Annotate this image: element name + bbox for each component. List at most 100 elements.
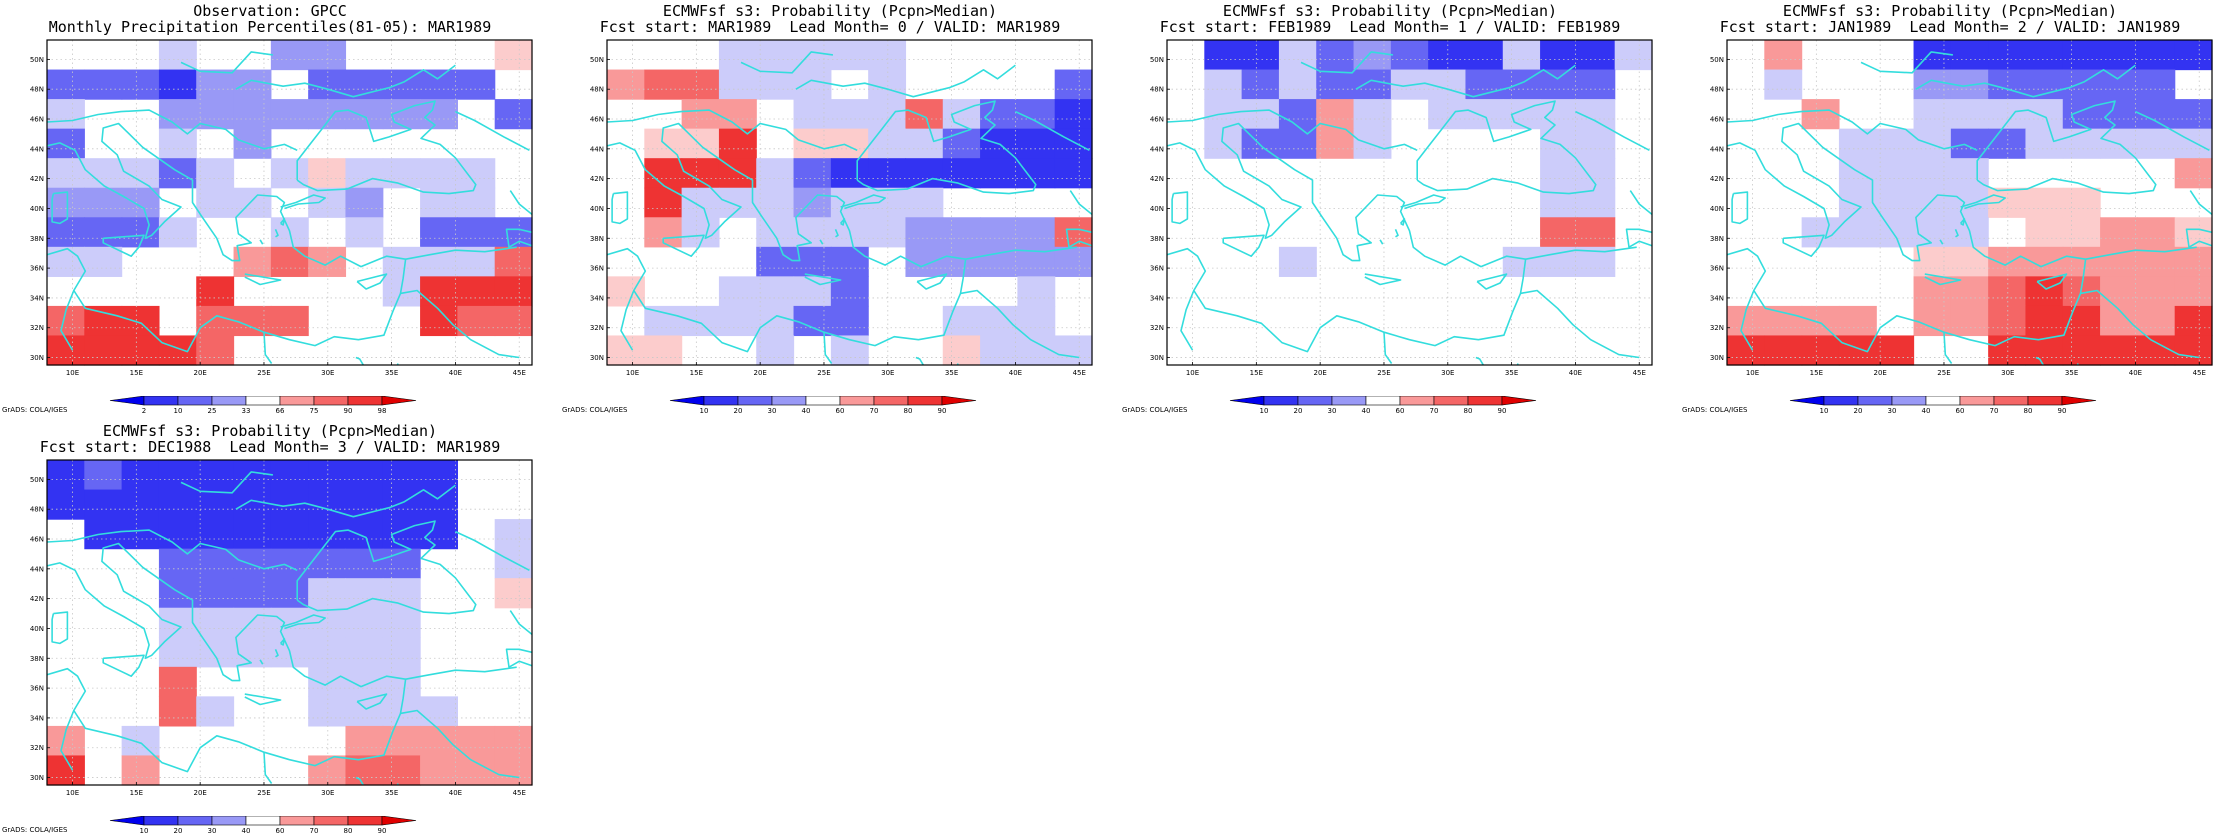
grid-cell — [2174, 158, 2213, 189]
grid-cell — [980, 99, 1018, 130]
colorbar-label: 75 — [310, 407, 319, 415]
grid-cell — [756, 187, 795, 218]
grid-cell — [830, 187, 869, 218]
grid-cell — [196, 637, 235, 668]
colorbar: 10 20 30 40 60 70 80 90 — [109, 816, 417, 835]
grid-cell — [420, 276, 458, 307]
colorbar-label: 20 — [734, 407, 743, 415]
grid-cell — [644, 69, 683, 100]
coastline — [296, 100, 477, 195]
grid-cell — [1988, 99, 2027, 130]
grid-cell — [1838, 128, 1877, 159]
grid-cell — [1278, 40, 1317, 71]
coastline — [1727, 109, 1978, 152]
probability-map: 30N 32N 34N 36N 38N 40N 42N 44N 46N 48N 50N 10E 15E 2… — [590, 39, 1093, 377]
coastline — [1065, 228, 1092, 248]
grid-cell — [1913, 69, 1952, 100]
colorbar: 10 20 30 40 60 70 80 90 — [1789, 396, 2097, 415]
grid-cell — [457, 725, 496, 757]
grid-cell — [345, 607, 384, 638]
coastline — [280, 614, 327, 630]
colorbar-segment — [703, 396, 739, 406]
y-tick-label: 44N — [30, 145, 44, 153]
y-tick-label: 50N — [590, 56, 604, 64]
x-tick-label: 35E — [945, 369, 958, 377]
grid-cell — [1017, 305, 1056, 337]
grid-cell — [308, 460, 347, 491]
grid-cell — [196, 305, 235, 337]
coastline — [965, 246, 1077, 260]
y-tick-label: 46N — [1710, 116, 1724, 124]
grid-cell — [1614, 40, 1653, 71]
grid-cell — [308, 246, 347, 277]
colorbar-segment — [381, 396, 417, 406]
x-tick-label: 10E — [66, 789, 79, 797]
coastlines — [1167, 51, 1652, 365]
grid-cell — [382, 69, 421, 100]
coastline — [47, 542, 407, 773]
grid-cell — [756, 335, 795, 366]
grid-cell — [1278, 128, 1317, 159]
coastline — [795, 64, 1016, 98]
grid-cell — [942, 246, 981, 277]
coastline — [1575, 110, 1650, 152]
coastline — [296, 520, 477, 615]
y-tick-label: 48N — [590, 86, 604, 94]
grid-cell — [270, 99, 309, 130]
colorbar-label: 70 — [870, 407, 879, 415]
grid-cell — [1241, 99, 1280, 130]
grid-cell — [1950, 99, 1989, 130]
colorbar-segment — [907, 396, 943, 406]
grid-cell — [1390, 40, 1429, 71]
coastline — [2080, 289, 2200, 359]
grid-cell — [1577, 99, 1616, 130]
y-tick-label: 42N — [30, 175, 44, 183]
colorbar-label: 90 — [378, 827, 387, 835]
y-tick-label: 46N — [590, 116, 604, 124]
grid-cell — [718, 99, 757, 130]
grid-cell — [345, 725, 384, 757]
grid-cell — [1540, 158, 1578, 189]
colorbar-label: 20 — [174, 827, 183, 835]
colorbar-label: 90 — [2058, 407, 2067, 415]
grid-cell — [681, 187, 720, 218]
grid-cell — [1838, 305, 1877, 337]
grid-cell — [1502, 40, 1541, 71]
y-tick-label: 42N — [1710, 175, 1724, 183]
probability-map: 30N 32N 34N 36N 38N 40N 42N 44N 46N 48N 50N 10E 15E 2… — [1150, 39, 1653, 377]
colorbar-segment — [1891, 396, 1927, 406]
grid-cell — [457, 276, 496, 307]
coastline — [1727, 122, 2087, 353]
colorbar-segment — [1365, 396, 1401, 406]
coastline — [819, 239, 824, 245]
grid-cell — [158, 666, 197, 697]
grid-cell — [1017, 99, 1056, 130]
grid-cell — [345, 217, 384, 248]
grid-cell — [1278, 246, 1317, 277]
grid-cell — [382, 99, 421, 130]
coastline — [2036, 273, 2068, 290]
coastline — [405, 666, 517, 680]
x-tick-label: 25E — [257, 369, 270, 377]
y-tick-label: 46N — [30, 536, 44, 544]
grid-cell — [756, 40, 795, 71]
colorbar-label: 10 — [174, 407, 183, 415]
grid-cell — [382, 489, 421, 520]
grid-cell — [308, 489, 347, 520]
coastline — [244, 693, 282, 706]
coastline — [1476, 273, 1508, 290]
colorbar-label: 98 — [378, 407, 387, 415]
grid-cell — [830, 305, 869, 337]
grid-cell — [2100, 335, 2138, 366]
y-tick-label: 38N — [1710, 235, 1724, 243]
grid-cell — [1428, 69, 1467, 100]
grid-cell — [158, 637, 197, 668]
panel-title-line1: ECMWFsf s3: Probability (Pcpn>Median) — [662, 2, 998, 20]
colorbar-segment — [2027, 396, 2063, 406]
grid-cell — [345, 187, 384, 218]
grid-cell — [457, 305, 496, 337]
grid-cell — [718, 276, 757, 307]
y-tick-label: 44N — [590, 145, 604, 153]
colorbar-label: 40 — [1922, 407, 1931, 415]
grid-cell — [1316, 128, 1355, 159]
